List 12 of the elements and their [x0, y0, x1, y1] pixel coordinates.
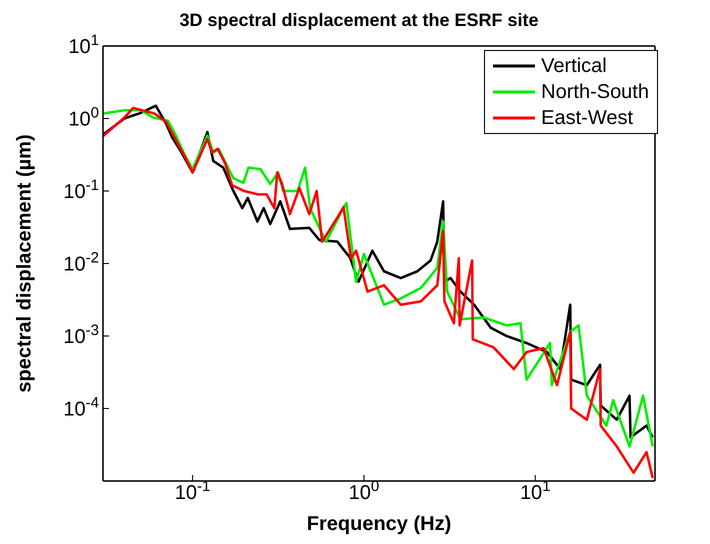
y-tick-label: 10$^{-4}$: [63, 394, 99, 420]
y-tick-label: 10$^{-2}$: [63, 249, 99, 276]
x-axis-title: Frequency (Hz): [306, 512, 452, 536]
y-tick-label: 10$^{0}$: [68, 104, 99, 130]
y-tick-label: 10$^{-3}$: [63, 322, 99, 348]
y-tick-label: 10$^{-1}$: [63, 176, 99, 203]
legend-label: Vertical: [541, 54, 607, 79]
legend-label: North-South: [541, 80, 649, 105]
y-axis-title: spectral displacement (µm): [14, 134, 36, 393]
legend-label: East-West: [541, 106, 634, 131]
y-tick-label: 10$^{1}$: [68, 32, 99, 58]
chart-title: 3D spectral displacement at the ESRF site: [178, 10, 540, 31]
